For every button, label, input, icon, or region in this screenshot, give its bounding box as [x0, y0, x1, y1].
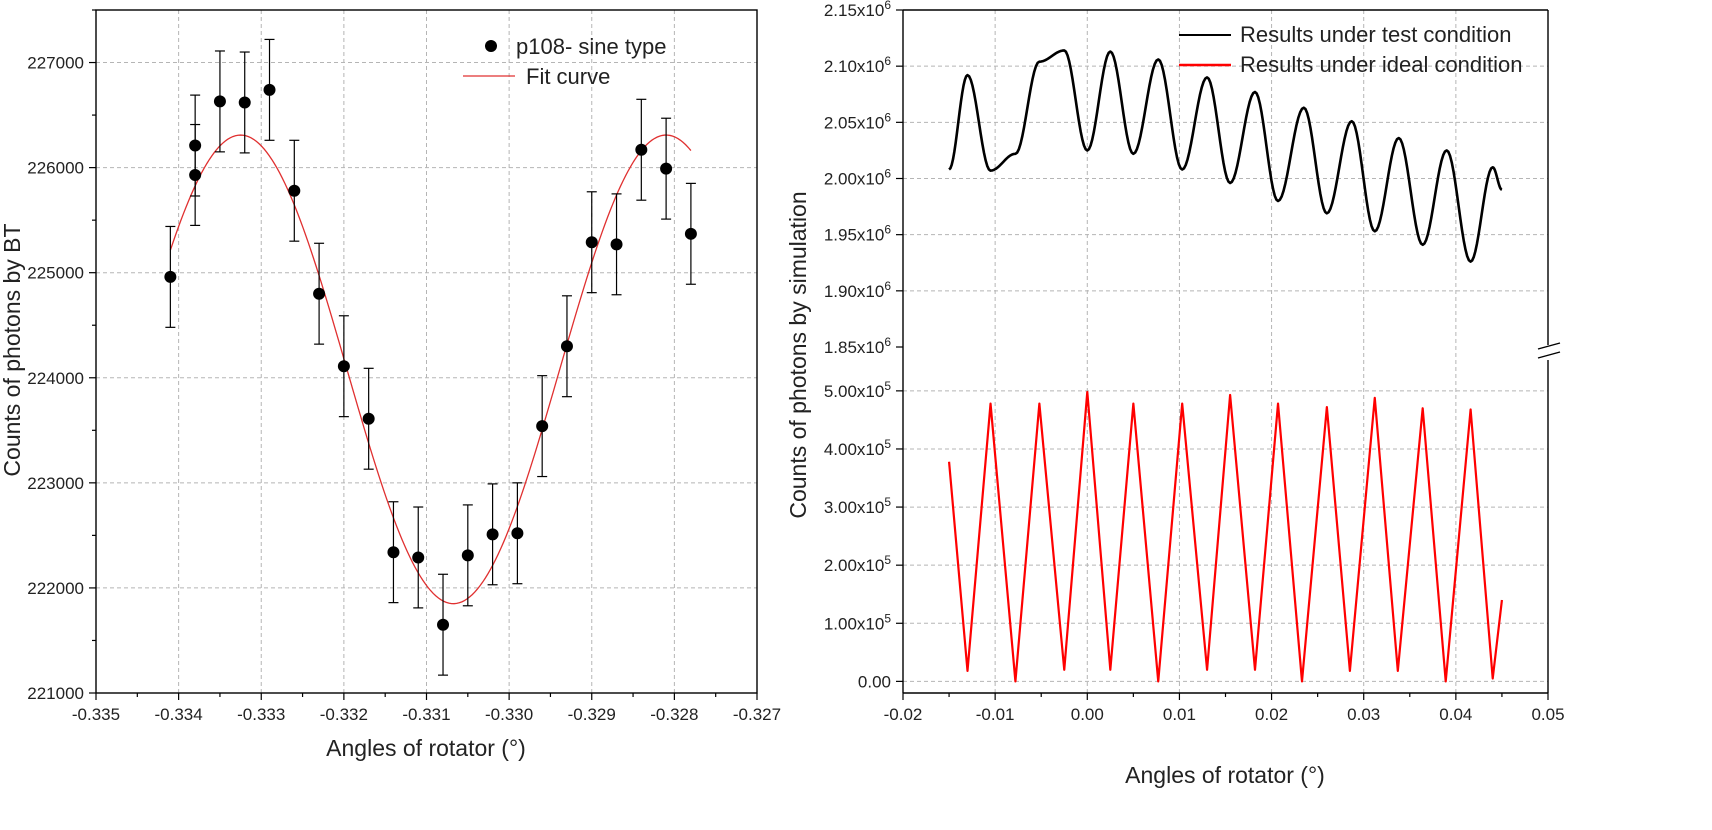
right-lower-y-tick-label: 0.00	[858, 672, 891, 691]
data-point	[213, 95, 226, 108]
data-point	[387, 546, 400, 559]
left-data-points	[164, 38, 697, 676]
left-x-tick-label: -0.330	[485, 705, 533, 724]
data-point	[362, 412, 375, 425]
right-upper-y-tick-label: 2.15x106	[824, 0, 892, 20]
left-y-tick-label: 221000	[27, 684, 84, 703]
data-point	[684, 227, 697, 240]
legend-fit-label: Fit curve	[526, 64, 610, 89]
right-x-tick-label: 0.03	[1347, 705, 1380, 724]
right-lower-y-tick-label: 2.00x105	[824, 553, 892, 575]
left-x-tick-label: -0.335	[72, 705, 120, 724]
data-point	[511, 527, 524, 540]
data-point	[610, 238, 623, 251]
data-point	[313, 287, 326, 300]
data-point	[486, 528, 499, 541]
data-point	[585, 236, 598, 249]
legend-point-label: p108- sine type	[516, 34, 666, 59]
right-upper-y-tick-label: 2.05x106	[824, 110, 892, 132]
right-upper-y-tick-label: 1.95x106	[824, 223, 892, 245]
data-point	[164, 270, 177, 283]
legend-ideal-label: Results under ideal condition	[1240, 52, 1523, 77]
right-lower-y-tick-label: 5.00x105	[824, 379, 892, 401]
data-point	[238, 96, 251, 109]
left-axis-ticks	[89, 9, 758, 700]
right-upper-y-tick-label: 2.10x106	[824, 54, 892, 76]
data-point	[189, 168, 202, 181]
left-x-tick-label: -0.331	[402, 705, 450, 724]
right-upper-y-tick-label: 1.90x106	[824, 279, 892, 301]
left-y-axis-label: Counts of photons by BT	[0, 223, 25, 476]
right-lower-y-tick-label: 1.00x105	[824, 611, 892, 633]
data-point	[635, 143, 648, 156]
right-grid	[903, 10, 1548, 693]
left-legend: p108- sine type Fit curve	[463, 34, 666, 89]
data-point	[536, 420, 549, 433]
data-point	[337, 360, 350, 373]
test-condition-line	[948, 49, 1503, 263]
left-x-tick-label: -0.333	[237, 705, 285, 724]
left-y-tick-label: 223000	[27, 474, 84, 493]
right-x-tick-label: 0.04	[1439, 705, 1472, 724]
right-plot-frame	[902, 9, 1561, 694]
left-y-tick-label: 225000	[27, 264, 84, 283]
left-chart: -0.335 -0.334 -0.333 -0.332 -0.331 -0.330 -0.3…	[0, 9, 781, 761]
data-point	[412, 551, 425, 564]
data-point	[560, 340, 573, 353]
legend-point-marker	[485, 40, 497, 52]
data-point	[461, 549, 474, 562]
data-point	[288, 184, 301, 197]
left-x-axis-label: Angles of rotator (°)	[326, 735, 526, 761]
left-y-tick-label: 224000	[27, 369, 84, 388]
left-x-tick-label: -0.328	[650, 705, 698, 724]
left-y-tick-labels: 221000 222000 223000 224000 225000 226000 2270…	[27, 54, 84, 703]
right-legend: Results under test condition Results und…	[1179, 22, 1523, 77]
right-axis-ticks	[896, 9, 1549, 700]
right-chart: -0.02 -0.01 0.00 0.01 0.02 0.03 0.04 0.05 1.85x…	[785, 0, 1565, 788]
right-lower-y-tick-label: 3.00x105	[824, 495, 892, 517]
right-x-tick-label: 0.00	[1071, 705, 1104, 724]
left-y-tick-label: 222000	[27, 579, 84, 598]
right-x-tick-label: 0.01	[1163, 705, 1196, 724]
right-lower-y-tick-label: 4.00x105	[824, 437, 892, 459]
left-grid	[96, 10, 757, 693]
right-upper-y-tick-label: 2.00x106	[824, 167, 892, 189]
right-x-tick-labels: -0.02 -0.01 0.00 0.01 0.02 0.03 0.04 0.05	[884, 705, 1565, 724]
axis-break-mark-upper	[1537, 342, 1561, 350]
left-x-tick-label: -0.334	[155, 705, 203, 724]
data-point	[660, 162, 673, 175]
left-x-tick-labels: -0.335 -0.334 -0.333 -0.332 -0.331 -0.330 -0.3…	[72, 705, 781, 724]
left-y-tick-label: 226000	[27, 159, 84, 178]
right-x-tick-label: 0.02	[1255, 705, 1288, 724]
right-y-tick-labels: 1.85x106 1.90x106 1.95x106 2.00x106 2.05x106…	[824, 0, 892, 691]
left-y-tick-label: 227000	[27, 54, 84, 73]
right-x-tick-label: 0.05	[1531, 705, 1564, 724]
fit-curve-line	[169, 134, 692, 605]
ideal-condition-line	[947, 390, 1504, 683]
legend-test-label: Results under test condition	[1240, 22, 1512, 47]
left-x-tick-label: -0.332	[320, 705, 368, 724]
data-point	[437, 618, 450, 631]
left-x-tick-label: -0.327	[733, 705, 781, 724]
left-x-tick-label: -0.329	[568, 705, 616, 724]
axis-break-mark-lower	[1537, 351, 1561, 359]
right-x-tick-label: -0.01	[976, 705, 1015, 724]
right-x-axis-label: Angles of rotator (°)	[1125, 762, 1325, 788]
data-point	[263, 83, 276, 96]
right-y-axis-label: Counts of photons by simulation	[785, 191, 811, 518]
right-x-tick-label: -0.02	[884, 705, 923, 724]
right-upper-y-tick-label: 1.85x106	[824, 335, 892, 357]
